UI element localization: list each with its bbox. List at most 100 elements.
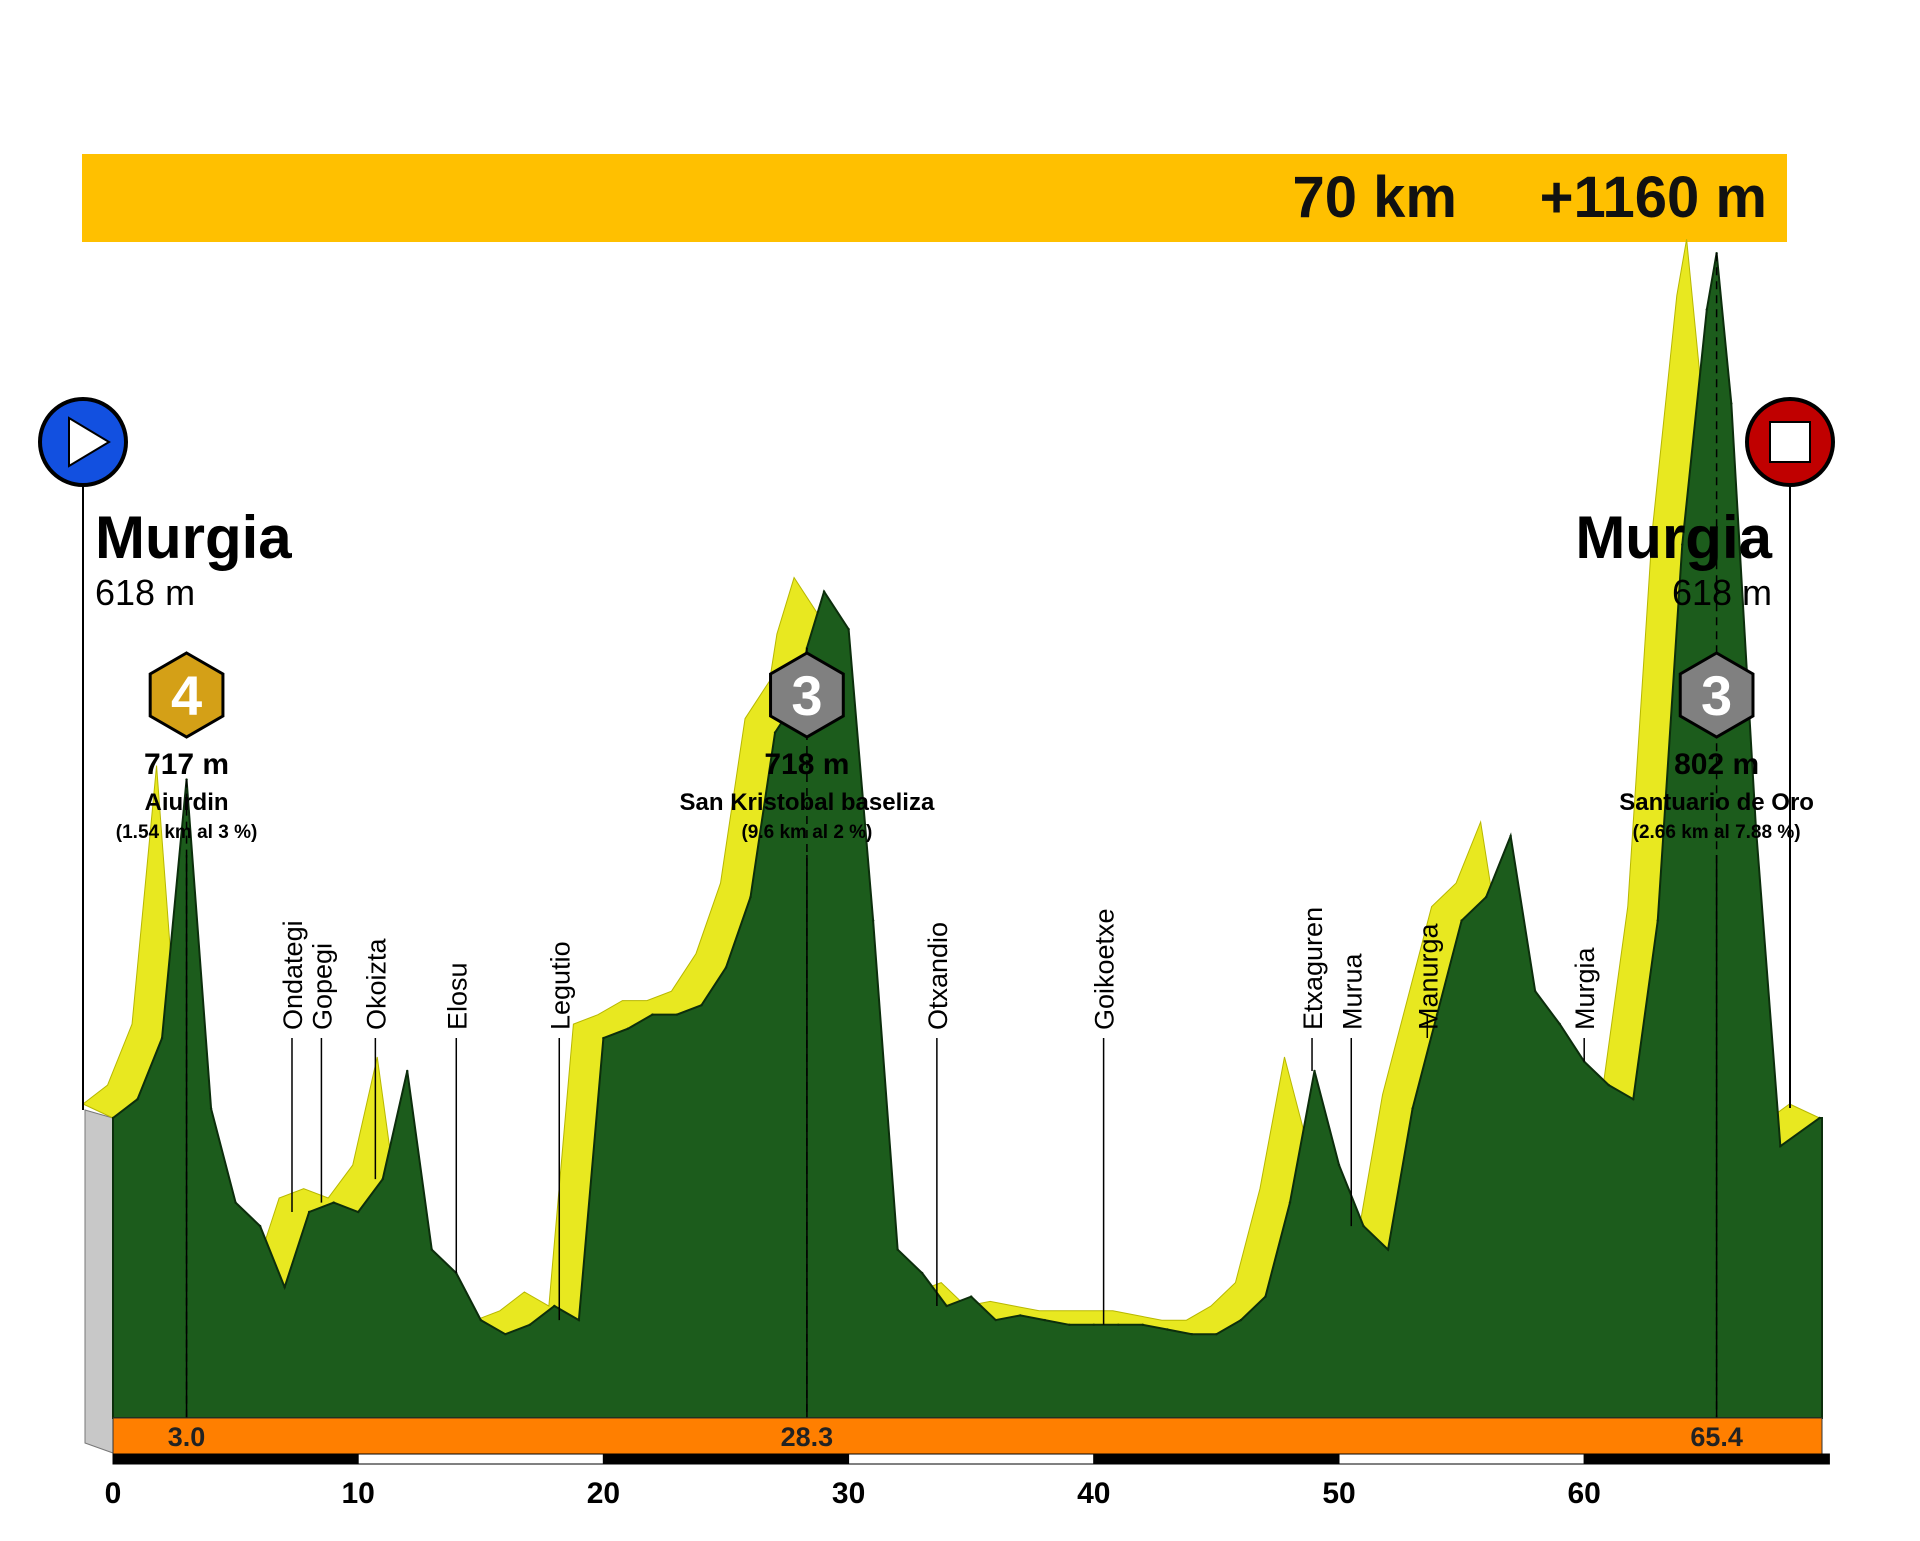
profile-point xyxy=(1337,1163,1341,1167)
profile-point xyxy=(1043,1318,1046,1322)
profile-point xyxy=(1019,1314,1022,1317)
x-tick-label: 20 xyxy=(587,1477,620,1510)
x-tick-label: 40 xyxy=(1077,1477,1110,1510)
scale-segment xyxy=(602,1453,850,1465)
x-tick-label: 0 xyxy=(105,1477,122,1510)
distance-label: 70 km xyxy=(1292,165,1457,230)
profile-point xyxy=(1166,1328,1169,1331)
profile-point xyxy=(479,1318,482,1322)
profile-point xyxy=(602,1036,605,1040)
finish-name: Murgia xyxy=(1575,504,1772,571)
climb-name: Santuario de Oro xyxy=(1619,789,1814,816)
scale-segment xyxy=(848,1453,1095,1465)
profile-point xyxy=(1818,1116,1821,1120)
climb-detail: (2.66 km al 7.88 %) xyxy=(1633,822,1801,843)
profile-point xyxy=(234,1201,237,1204)
profile-point xyxy=(1239,1318,1243,1322)
climb-name: San Kristobal baseliza xyxy=(680,789,935,816)
profile-point xyxy=(675,1013,679,1016)
profile-point xyxy=(871,919,875,922)
climb-detail: (9.6 km al 2 %) xyxy=(741,822,872,843)
profile-point xyxy=(1484,895,1488,899)
profile-point xyxy=(406,1069,409,1073)
profile-point xyxy=(1117,1323,1120,1327)
profile-point xyxy=(577,1318,581,1322)
route-banner: 70 km +1160 m xyxy=(82,154,1787,242)
place-name: Murgia xyxy=(1570,946,1600,1030)
stop-icon xyxy=(1769,421,1811,463)
profile-point xyxy=(822,590,826,593)
profile-point xyxy=(1386,1248,1390,1251)
x-tick-label: 30 xyxy=(832,1477,865,1510)
profile-point xyxy=(1141,1323,1145,1327)
climb-altitude: 802 m xyxy=(1674,748,1759,781)
profile-point xyxy=(1362,1224,1365,1228)
profile-point xyxy=(724,966,728,969)
scale-segment xyxy=(112,1453,359,1465)
place-name: Gopegi xyxy=(307,943,337,1030)
profile-point xyxy=(945,1304,948,1308)
profile-point xyxy=(700,1004,703,1007)
climb-category-badge xyxy=(1678,651,1755,739)
profile-point xyxy=(1215,1333,1218,1336)
profile-point xyxy=(136,1098,139,1101)
profile-point xyxy=(1681,543,1684,546)
elevation-gain-label: +1160 m xyxy=(1539,165,1767,230)
profile-point xyxy=(847,628,850,631)
climb-category-number: 4 xyxy=(171,664,202,727)
x-tick-label: 60 xyxy=(1568,1477,1601,1510)
profile-point xyxy=(1730,402,1733,405)
profile-point xyxy=(1533,989,1537,993)
climb-name: Aiurdin xyxy=(145,789,229,816)
profile-point xyxy=(1092,1323,1096,1327)
profile-point xyxy=(1558,1022,1561,1026)
climb-km-label: 28.3 xyxy=(781,1422,834,1452)
climb-altitude: 718 m xyxy=(764,748,849,781)
profile-point xyxy=(283,1286,286,1289)
climb-km-label: 65.4 xyxy=(1690,1422,1743,1452)
scale-segment xyxy=(1583,1453,1830,1465)
profile-point xyxy=(553,1304,556,1308)
finish-altitude: 618 m xyxy=(1672,572,1772,613)
km-bar xyxy=(112,1417,1823,1455)
profile-point xyxy=(920,1271,924,1275)
scale-segment xyxy=(1093,1453,1340,1465)
profile-point xyxy=(651,1013,654,1016)
climb-km-label: 3.0 xyxy=(168,1422,206,1452)
profile-point xyxy=(430,1248,433,1251)
place-name: Legutio xyxy=(545,941,575,1030)
profile-point xyxy=(528,1323,532,1327)
place-name: Goikoetxe xyxy=(1090,908,1120,1030)
profile-point xyxy=(970,1295,973,1298)
profile-point xyxy=(1509,834,1512,838)
profile-point xyxy=(1779,1145,1782,1148)
scale-segment xyxy=(357,1453,604,1465)
elevation-profile xyxy=(112,253,1823,1419)
profile-point xyxy=(1411,1107,1414,1110)
place-name: Etxaguren xyxy=(1298,907,1328,1030)
profile-point xyxy=(209,1107,213,1110)
profile-point xyxy=(307,1210,311,1214)
profile-point xyxy=(1288,1201,1292,1204)
x-tick-label: 10 xyxy=(342,1477,375,1510)
profile-point xyxy=(994,1318,997,1322)
profile-point xyxy=(1632,1098,1635,1101)
climb-altitude: 717 m xyxy=(144,748,229,781)
profile-point xyxy=(1705,308,1709,311)
place-name: Elosu xyxy=(442,962,472,1030)
profile-point xyxy=(1264,1295,1267,1298)
place-name: Murua xyxy=(1337,952,1367,1030)
climb-detail: (1.54 km al 3 %) xyxy=(116,822,258,843)
start-altitude: 618 m xyxy=(95,572,195,613)
profile-point xyxy=(773,731,777,734)
scale-segment xyxy=(1338,1453,1585,1465)
profile-point xyxy=(1435,1013,1439,1016)
profile-point xyxy=(1656,919,1659,922)
profile-point xyxy=(1313,1069,1316,1073)
place-name: Ondategi xyxy=(278,920,308,1030)
profile-point xyxy=(749,895,752,899)
climb-category-badge xyxy=(148,651,225,739)
profile-point xyxy=(1190,1333,1194,1336)
profile-point xyxy=(626,1027,630,1030)
x-tick-label: 50 xyxy=(1322,1477,1355,1510)
